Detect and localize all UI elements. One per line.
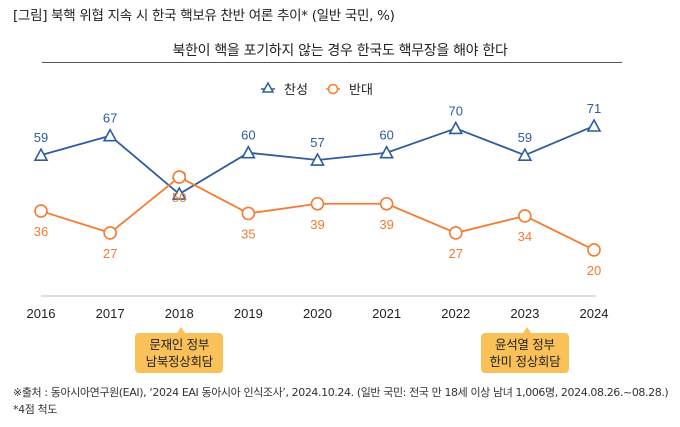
data-point-triangle [102,128,118,142]
data-point-circle [379,196,394,211]
chart-title: 북한이 핵을 포기하지 않는 경우 한국도 핵무장을 해야 한다 [172,43,508,59]
data-label: 36 [34,224,48,239]
data-label: 71 [587,101,601,116]
data-label: 59 [518,130,532,145]
legend-label-disagree: 반대 [349,83,373,98]
x-tick-label: 2023 [510,306,539,321]
data-label: 57 [310,135,324,150]
data-label: 20 [587,263,601,278]
data-point-circle [448,226,463,240]
scale-note: *4점 척도 [13,403,57,416]
series-agree: 596743605760705971 [33,101,602,200]
x-tick-label: 2018 [165,306,194,321]
data-point-triangle [517,147,533,161]
data-label: 35 [241,226,255,241]
data-point-circle [103,226,117,240]
title-divider [42,62,622,63]
x-tick-label: 2017 [96,306,125,321]
series-disagree: 36 27 50 35 39 39 27 34 20 [34,170,601,278]
data-point-triangle [171,186,187,200]
data-point-circle [34,204,48,218]
data-label: 50 [172,190,186,205]
data-label: 60 [241,128,255,143]
circle-icon [327,83,339,95]
legend: 찬성 반대 [261,81,373,98]
data-point-circle [310,196,325,211]
source-note: ※출처 : 동아시아연구원(EAI), ‘2024 EAI 동아시아 인식조사’… [13,386,669,399]
data-label: 60 [379,128,393,143]
legend-label-agree: 찬성 [284,83,308,98]
data-point-circle [518,209,532,223]
figure-title: [그림] 북핵 위협 지속 시 한국 핵보유 찬반 여론 추이* (일반 국민,… [13,8,395,24]
x-tick-label: 2022 [441,306,470,321]
data-label: 27 [449,246,463,261]
data-label: 59 [34,130,48,145]
x-tick-label: 2024 [580,306,609,321]
data-point-circle [241,206,256,221]
data-label: 39 [310,217,324,232]
annotation-text: 남북정상회담 [145,354,214,369]
x-tick-label: 2021 [372,306,401,321]
data-point-triangle [448,120,464,135]
x-tick-label: 2019 [234,306,263,321]
data-point-triangle [586,118,602,132]
annotation-text: 문재인 정부 [149,337,210,352]
data-point-triangle [241,145,256,159]
x-tick-label: 2016 [27,306,56,321]
triangle-icon [261,81,275,93]
legend-item-agree: 찬성 [261,81,308,98]
data-point-circle [172,170,187,184]
data-point-triangle [33,147,49,161]
data-label: 34 [518,229,532,244]
annotation-text: 한미 정상회담 [489,354,561,369]
data-label: 39 [379,217,393,232]
data-label: 70 [449,103,463,118]
data-point-triangle [310,152,325,166]
data-point-triangle [379,145,394,159]
series-line [40,175,595,251]
x-tick-label: 2020 [303,306,332,321]
data-label: 67 [103,111,117,126]
legend-item-disagree: 반대 [326,83,373,98]
data-label: 27 [103,246,117,261]
data-point-circle [587,243,601,257]
annotation-text: 윤석열 정부 [495,337,555,352]
